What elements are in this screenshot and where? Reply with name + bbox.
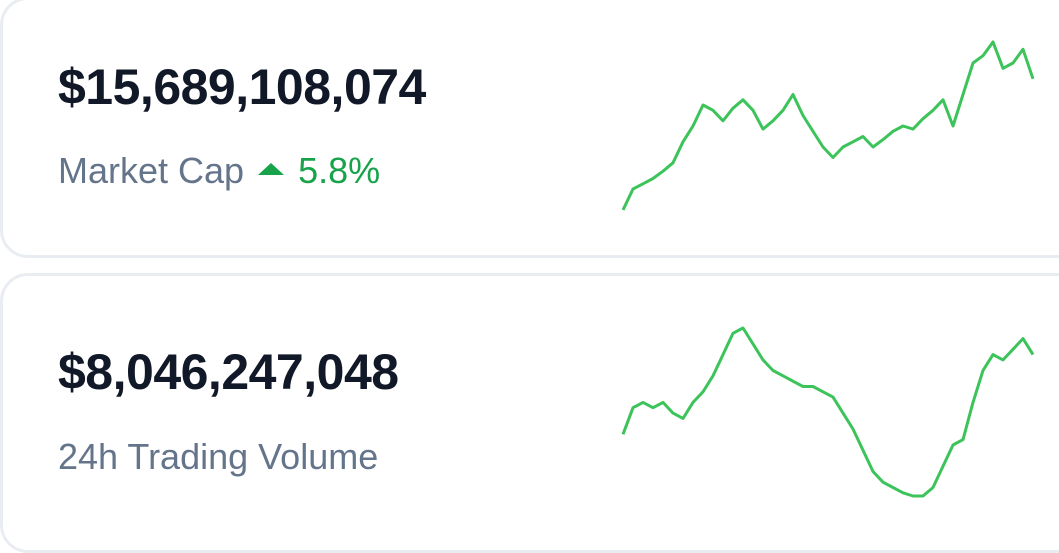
market-cap-change: 5.8% bbox=[298, 150, 381, 191]
sparkline-path bbox=[621, 40, 1035, 211]
volume-card: $8,046,247,048 24h Trading Volume bbox=[0, 273, 1059, 553]
market-cap-label: Market Cap bbox=[58, 150, 245, 191]
volume-value: $8,046,247,048 bbox=[58, 344, 399, 400]
market-cap-card: $15,689,108,074 Market Cap 5.8% bbox=[0, 0, 1059, 258]
sparkline bbox=[621, 40, 1035, 211]
market-cap-label-row: Market Cap 5.8% bbox=[58, 150, 380, 192]
sparkline bbox=[621, 326, 1035, 498]
up-arrow-icon bbox=[258, 163, 285, 175]
sparkline-path bbox=[621, 326, 1035, 498]
market-cap-value: $15,689,108,074 bbox=[58, 59, 426, 115]
volume-label: 24h Trading Volume bbox=[58, 436, 379, 477]
